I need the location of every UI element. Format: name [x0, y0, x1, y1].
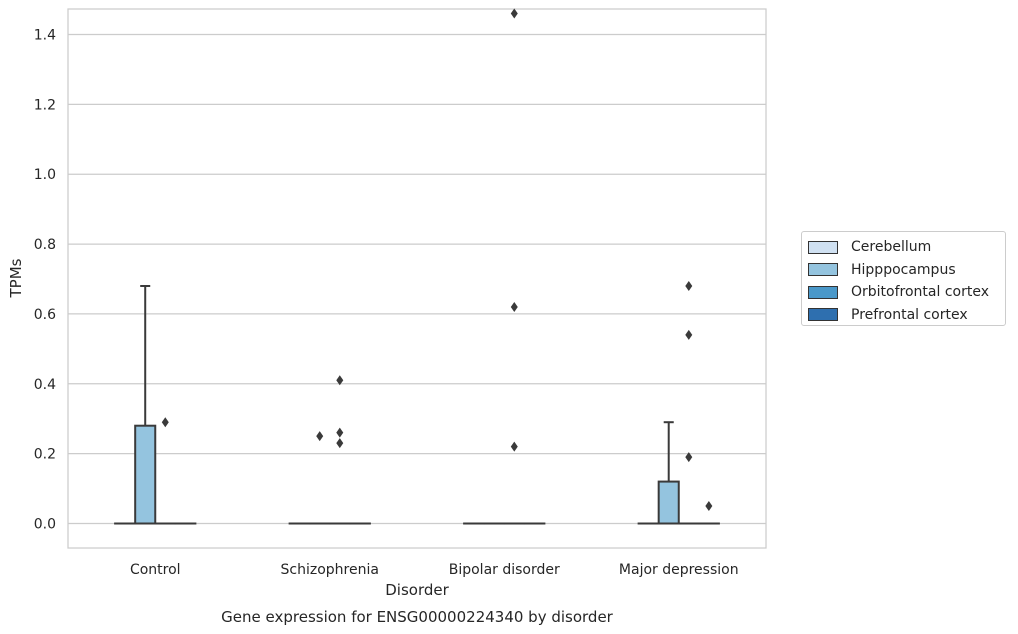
legend-swatch — [808, 263, 838, 277]
x-tick-labels: Control Schizophrenia Bipolar disorder Majo… — [130, 562, 739, 578]
outlier-point — [705, 501, 713, 512]
outlier-point — [336, 427, 344, 438]
box-prefrontal-cortex — [697, 501, 720, 525]
grid-lines — [68, 33, 766, 525]
x-axis-label: Disorder — [385, 581, 449, 599]
box — [134, 424, 157, 525]
box-hipppocampus — [308, 431, 331, 525]
box — [657, 480, 680, 525]
box-orbitofrontal-cortex — [503, 8, 526, 525]
box-orbitofrontal-cortex — [677, 280, 700, 525]
box-hipppocampus — [134, 284, 157, 525]
outlier-point — [510, 8, 518, 19]
legend-item: Cerebellum — [808, 236, 1005, 259]
legend-item: Prefrontal cortex — [808, 304, 1005, 327]
outlier-point — [510, 301, 518, 312]
x-tick-label: Control — [130, 562, 181, 578]
y-tick-label: 0.6 — [34, 307, 56, 323]
y-tick-label: 0.0 — [34, 517, 56, 533]
box-hipppocampus — [657, 421, 680, 525]
outlier-point — [316, 431, 324, 442]
legend-swatch — [808, 285, 838, 299]
y-tick-label: 1.0 — [34, 167, 56, 183]
x-tick-label: Bipolar disorder — [449, 562, 560, 578]
legend-label: Hipppocampus — [851, 261, 956, 278]
outlier-point — [161, 417, 169, 428]
y-tick-label: 0.2 — [34, 447, 56, 463]
box-layer — [114, 8, 720, 525]
legend-swatch — [808, 240, 838, 254]
y-tick-label: 0.8 — [34, 237, 56, 253]
y-tick-label: 0.4 — [34, 377, 56, 393]
plot-frame — [67, 8, 767, 549]
legend-swatch — [808, 308, 838, 322]
outlier-point — [336, 438, 344, 449]
x-tick-label: Major depression — [619, 562, 739, 578]
outlier-point — [336, 375, 344, 386]
x-tick-label: Schizophrenia — [281, 562, 379, 578]
legend-label: Orbitofrontal cortex — [851, 284, 989, 301]
y-tick-label: 1.4 — [34, 28, 56, 44]
legend: Cerebellum Hipppocampus Orbitofrontal cort… — [801, 231, 1006, 326]
outlier-point — [510, 441, 518, 452]
y-axis-label: TPMs — [7, 258, 25, 298]
legend-item: Hipppocampus — [808, 259, 1005, 282]
chart-title: Gene expression for ENSG00000224340 by d… — [221, 608, 614, 626]
box-orbitofrontal-cortex — [328, 375, 351, 525]
outlier-point — [685, 280, 693, 291]
legend-item: Orbitofrontal cortex — [808, 281, 1005, 304]
legend-label: Cerebellum — [851, 239, 932, 256]
outlier-point — [685, 329, 693, 340]
y-tick-labels: 0.0 0.2 0.4 0.6 0.8 1.0 1.2 1.4 — [34, 28, 56, 533]
y-tick-label: 1.2 — [34, 97, 56, 113]
outlier-point — [685, 452, 693, 463]
box-orbitofrontal-cortex — [154, 417, 177, 525]
legend-label: Prefrontal cortex — [851, 306, 968, 323]
